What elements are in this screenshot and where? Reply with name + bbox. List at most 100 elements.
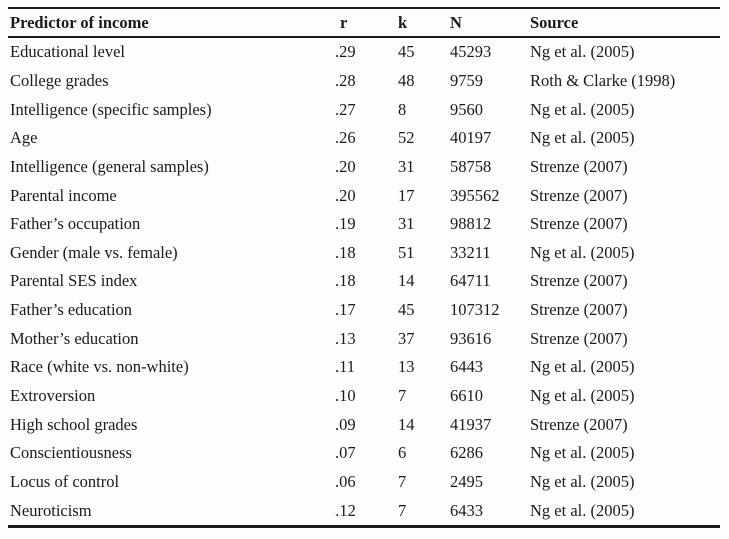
cell-n: 2495 <box>450 471 483 491</box>
cell-r: .10 <box>335 386 356 405</box>
cell-k: 13 <box>398 357 415 377</box>
income-predictors-table: Predictor of income r k N Source Educati… <box>8 7 720 528</box>
cell-k: 48 <box>398 70 415 90</box>
cell-r: .28 <box>335 70 356 90</box>
cell-k: 37 <box>398 328 415 348</box>
cell-n: 93616 <box>450 328 492 348</box>
table-row: Intelligence (general samples) .20 31 58758… <box>8 153 720 182</box>
table-row: Intelligence (specific samples) .27 8 9560 N… <box>8 95 720 124</box>
cell-predictor: Mother’s education <box>10 328 139 348</box>
cell-r: .20 <box>335 185 356 205</box>
cell-source: Ng et al. (2005) <box>530 471 635 491</box>
cell-source: Strenze (2007) <box>530 328 628 348</box>
table-row: Parental income .20 17 395562 Strenze (2007) <box>8 181 720 210</box>
cell-n: 6433 <box>450 500 483 520</box>
table-row: College grades .28 48 9759 Roth & Clarke (19… <box>8 67 720 96</box>
cell-source: Ng et al. (2005) <box>530 128 635 148</box>
cell-r: .19 <box>335 214 356 234</box>
cell-r: .29 <box>335 42 356 62</box>
cell-k: 14 <box>398 271 415 291</box>
cell-source: Ng et al. (2005) <box>530 242 635 262</box>
table-row: Neuroticism –.12 7 6433 Ng et al. (2005) <box>8 496 720 526</box>
cell-r: .18 <box>335 271 356 291</box>
cell-n: 45293 <box>450 42 492 62</box>
cell-source: Strenze (2007) <box>530 156 628 176</box>
cell-k: 7 <box>398 471 407 491</box>
cell-k: 14 <box>398 414 415 434</box>
cell-source: Strenze (2007) <box>530 300 628 320</box>
cell-predictor: Extroversion <box>10 386 96 405</box>
cell-n: 41937 <box>450 414 492 434</box>
table-row: Parental SES index .18 14 64711 Strenze (200… <box>8 267 720 296</box>
cell-n: 6610 <box>450 386 483 405</box>
cell-r: .17 <box>335 300 356 320</box>
cell-source: Ng et al. (2005) <box>530 386 635 405</box>
cell-predictor: Parental income <box>10 185 117 205</box>
cell-predictor: Neuroticism <box>10 500 92 520</box>
cell-source: Strenze (2007) <box>530 185 628 205</box>
cell-predictor: Gender (male vs. female) <box>10 242 178 262</box>
table-row: Age .26 52 40197 Ng et al. (2005) <box>8 124 720 153</box>
cell-predictor: Intelligence (general samples) <box>10 156 209 176</box>
table-row: Father’s occupation .19 31 98812 Strenze (20… <box>8 210 720 239</box>
cell-k: 52 <box>398 128 415 148</box>
cell-k: 45 <box>398 300 415 320</box>
cell-n: 395562 <box>450 185 500 205</box>
cell-source: Strenze (2007) <box>530 414 628 434</box>
cell-n: 6443 <box>450 357 483 377</box>
cell-r: .27 <box>335 99 356 119</box>
cell-r: .26 <box>335 128 356 148</box>
cell-source: Strenze (2007) <box>530 214 628 234</box>
cell-n: 40197 <box>450 128 492 148</box>
column-header-k: k <box>398 8 450 38</box>
cell-predictor: Intelligence (specific samples) <box>10 99 212 119</box>
cell-source: Ng et al. (2005) <box>530 443 635 463</box>
cell-r: .09 <box>335 414 356 434</box>
column-header-n: N <box>450 8 530 38</box>
cell-source: Ng et al. (2005) <box>530 99 635 119</box>
table-row: Mother’s education .13 37 93616 Strenze (200… <box>8 324 720 353</box>
cell-predictor: Age <box>10 128 38 148</box>
cell-n: 58758 <box>450 156 492 176</box>
cell-r: .11 <box>335 357 356 377</box>
cell-k: 17 <box>398 185 415 205</box>
table-row: High school grades .09 14 41937 Strenze (200… <box>8 410 720 439</box>
header-row: Predictor of income r k N Source <box>8 8 720 38</box>
column-header-predictor: Predictor of income <box>8 8 335 38</box>
cell-r: .18 <box>335 242 356 262</box>
cell-source: Ng et al. (2005) <box>530 42 635 62</box>
cell-r: .20 <box>335 156 356 176</box>
cell-source: Strenze (2007) <box>530 271 628 291</box>
table-row: Gender (male vs. female) .18 51 33211 Ng et … <box>8 238 720 267</box>
cell-source: Ng et al. (2005) <box>530 357 635 377</box>
table-row: Father’s education .17 45 107312 Strenze (20… <box>8 296 720 325</box>
cell-source: Roth & Clarke (1998) <box>530 70 676 90</box>
table-row: Locus of control .06 7 2495 Ng et al. (2005) <box>8 468 720 497</box>
cell-k: 6 <box>398 443 407 463</box>
cell-k: 7 <box>398 500 407 520</box>
cell-source: Ng et al. (2005) <box>530 500 635 520</box>
cell-r: .07 <box>335 443 356 463</box>
table-row: Extroversion .10 7 6610 Ng et al. (2005) <box>8 382 720 411</box>
cell-predictor: College grades <box>10 70 109 90</box>
paper-table-figure: Predictor of income r k N Source Educati… <box>8 7 720 528</box>
cell-r: –.12 <box>335 500 356 520</box>
cell-k: 7 <box>398 386 407 405</box>
table-row: Conscientiousness .07 6 6286 Ng et al. (2005… <box>8 439 720 468</box>
cell-predictor: Locus of control <box>10 471 120 491</box>
cell-predictor: Parental SES index <box>10 271 138 291</box>
cell-n: 9560 <box>450 99 483 119</box>
cell-k: 31 <box>398 214 415 234</box>
cell-r: .06 <box>335 471 356 491</box>
cell-predictor: High school grades <box>10 414 138 434</box>
cell-predictor: Race (white vs. non-white) <box>10 357 189 377</box>
cell-predictor: Father’s occupation <box>10 214 141 234</box>
cell-n: 9759 <box>450 70 483 90</box>
column-header-source: Source <box>530 8 720 38</box>
cell-k: 45 <box>398 42 415 62</box>
cell-predictor: Father’s education <box>10 300 133 320</box>
cell-n: 98812 <box>450 214 492 234</box>
cell-n: 33211 <box>450 242 491 262</box>
cell-predictor: Conscientiousness <box>10 443 132 463</box>
table-header: Predictor of income r k N Source <box>8 8 720 38</box>
